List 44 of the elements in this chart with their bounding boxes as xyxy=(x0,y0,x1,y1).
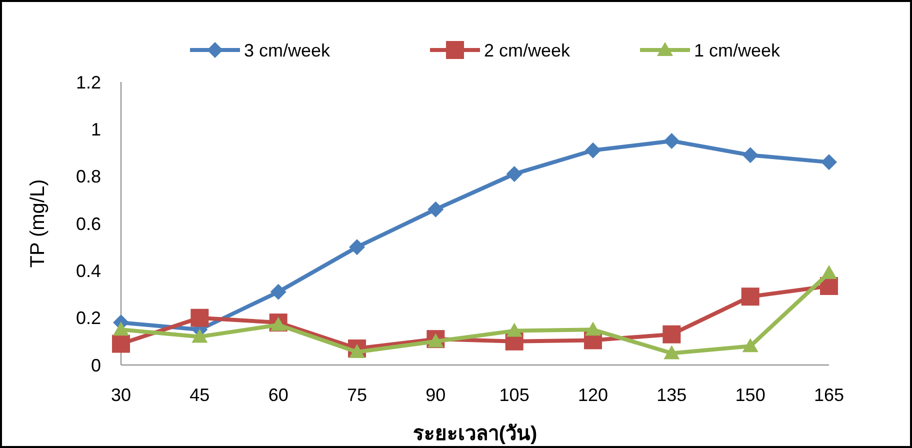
x-tick-label: 75 xyxy=(346,385,368,405)
x-tick-label: 150 xyxy=(735,385,766,405)
point xyxy=(742,338,758,352)
point xyxy=(585,322,601,336)
x-tick-label: 165 xyxy=(814,385,844,405)
point xyxy=(742,147,758,164)
y-tick-label: 1.2 xyxy=(76,72,101,92)
y-tick-label: 0.2 xyxy=(76,308,101,328)
x-tick-label: 30 xyxy=(110,385,132,405)
x-tick-label: 45 xyxy=(190,385,210,405)
x-tick-label: 60 xyxy=(268,385,288,405)
point xyxy=(270,316,286,331)
x-tick-label: 120 xyxy=(578,385,608,405)
point xyxy=(349,344,365,358)
x-tick-label: 105 xyxy=(499,385,530,405)
x-axis-title: ระยะเวลา(วัน) xyxy=(412,423,538,445)
point xyxy=(506,322,522,337)
x-tick-label: 135 xyxy=(656,385,687,405)
point xyxy=(192,328,208,343)
y-tick-label: 0.8 xyxy=(76,166,101,187)
y-tick-label: 0.6 xyxy=(76,214,101,234)
point xyxy=(349,239,365,256)
point xyxy=(662,325,681,344)
point xyxy=(821,154,837,170)
legend-label: 1 cm/week xyxy=(694,40,782,60)
point xyxy=(112,334,130,353)
point xyxy=(741,288,760,306)
legend-label: 2 cm/week xyxy=(484,40,572,60)
point xyxy=(506,166,522,182)
point xyxy=(428,201,444,218)
point xyxy=(190,308,209,327)
point xyxy=(585,142,601,158)
legend-label: 3 cm/week xyxy=(244,40,332,60)
point xyxy=(113,322,129,336)
point xyxy=(270,284,286,300)
y-axis-title: TP (mg/L) xyxy=(27,179,49,268)
y-tick-label: 1 xyxy=(90,119,101,140)
point xyxy=(664,345,680,360)
y-tick-label: 0.4 xyxy=(76,260,101,281)
x-tick-label: 90 xyxy=(426,385,446,405)
y-tick-label: 0 xyxy=(90,355,101,376)
point xyxy=(821,265,837,280)
point xyxy=(664,132,680,149)
point xyxy=(428,333,444,348)
